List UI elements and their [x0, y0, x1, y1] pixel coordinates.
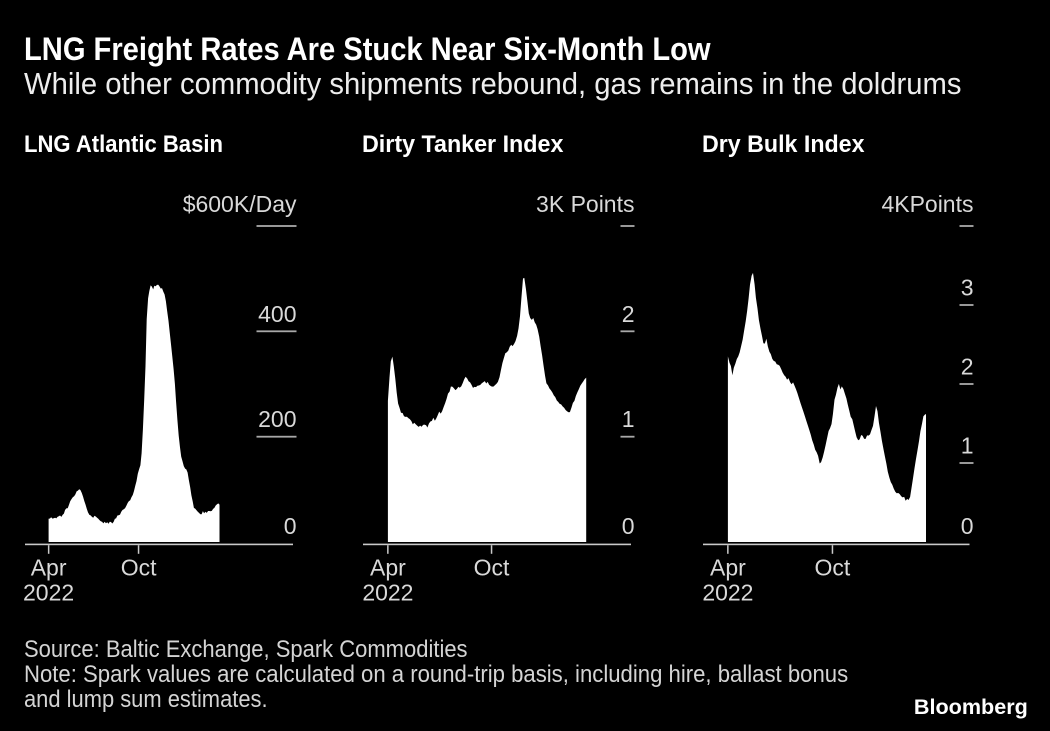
y-tick-dash-1-3: [620, 225, 635, 227]
y-tick-label-0-200: 200: [258, 406, 296, 432]
x-tick-mark-1-6: [490, 545, 493, 554]
x-axis-line-0: [25, 543, 293, 546]
chart-subtitle: While other commodity shipments rebound,…: [24, 66, 962, 101]
area-fill-0: [48, 284, 220, 542]
x-tick-mark-1-0: [387, 545, 389, 554]
y-tick-label-1-1: 1: [622, 406, 635, 432]
y-tick-dash-2-4: [959, 225, 974, 227]
x-tick-mark-0-0: [47, 545, 50, 554]
y-axis-unit-label-2-4: 4KPoints: [881, 191, 973, 217]
x-tick-label-2-Oct: Oct: [815, 555, 851, 581]
y-tick-label-2-3: 3: [961, 275, 974, 301]
area-fill-2: [727, 272, 926, 542]
x-tick-mark-0-6: [137, 545, 140, 554]
x-tick-label-0-Apr: Apr: [31, 555, 67, 581]
x-tick-label-2-Apr: Apr: [710, 555, 746, 581]
panel-title-lng-atlantic-basin: LNG Atlantic Basin: [24, 131, 223, 158]
source-text: Source: Baltic Exchange, Spark Commoditi…: [24, 636, 468, 663]
y-tick-label-1-2: 2: [622, 301, 635, 327]
panel-title-dry-bulk-index: Dry Bulk Index: [701, 131, 865, 158]
x-tick-label-1-Apr: Apr: [370, 555, 406, 581]
x-tick-label-1-Oct: Oct: [474, 555, 510, 581]
x-axis-line-2: [703, 543, 970, 546]
note-text-line-1: Note: Spark values are calculated on a r…: [24, 661, 849, 688]
x-tick-label-1-2022: 2022: [362, 580, 413, 606]
bloomberg-logo: Bloomberg: [914, 696, 1028, 719]
y-tick-label-2-1: 1: [961, 433, 974, 459]
x-tick-mark-2-0: [727, 545, 729, 554]
x-tick-label-0-Oct: Oct: [121, 555, 157, 581]
y-tick-dash-2-3: [959, 304, 974, 306]
x-axis-line-1: [363, 543, 631, 546]
note-text-line-2: and lump sum estimates.: [24, 686, 268, 713]
y-tick-dash-0-400: [256, 330, 297, 333]
x-tick-mark-2-6: [831, 545, 834, 554]
chart-title: LNG Freight Rates Are Stuck Near Six-Mon…: [24, 31, 711, 67]
y-tick-label-2-0: 0: [961, 513, 974, 539]
y-tick-dash-2-2: [959, 383, 974, 385]
x-tick-label-0-2022: 2022: [23, 580, 74, 606]
y-tick-dash-1-1: [620, 435, 635, 438]
y-tick-label-0-400: 400: [258, 301, 296, 327]
y-tick-label-0-0: 0: [284, 513, 297, 539]
y-axis-unit-label-0-600: $600K/Day: [183, 191, 297, 217]
x-tick-label-2-2022: 2022: [702, 580, 753, 606]
y-tick-dash-0-200: [256, 435, 297, 438]
y-tick-label-2-2: 2: [961, 354, 974, 380]
panel-title-dirty-tanker-index: Dirty Tanker Index: [362, 131, 564, 158]
y-tick-dash-2-1: [959, 462, 974, 464]
y-axis-unit-label-1-3: 3K Points: [536, 191, 634, 217]
y-tick-dash-0-600: [256, 225, 297, 227]
y-tick-label-1-0: 0: [622, 513, 635, 539]
area-fill-1: [387, 277, 587, 542]
y-tick-dash-1-2: [620, 330, 635, 333]
